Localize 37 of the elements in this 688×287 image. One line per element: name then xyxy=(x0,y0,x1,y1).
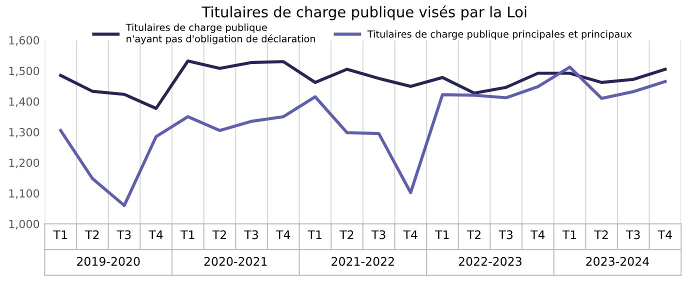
y-tick-label: 1,000 xyxy=(9,220,40,230)
y-tick-label: 1,300 xyxy=(9,128,40,138)
x-tick-label: T1 xyxy=(53,230,67,240)
y-tick-label: 1,500 xyxy=(9,66,40,76)
text: 2020-2021 xyxy=(204,256,267,266)
x-tick-label: T3 xyxy=(626,230,640,240)
x-tick-label: T2 xyxy=(466,230,480,240)
x-tick-label: T2 xyxy=(594,230,608,240)
x-tick-label: T2 xyxy=(85,230,99,240)
legend-label: Titulaires de charge publique principales et principaux xyxy=(367,30,632,40)
line-series xyxy=(59,66,667,208)
x-tick-label: T3 xyxy=(244,230,258,240)
y-tick-label: 1,100 xyxy=(9,189,40,199)
line-series xyxy=(59,59,667,110)
text: 2021-2022 xyxy=(332,256,394,266)
text: 2019-2020 xyxy=(77,256,140,266)
x-tick-label: T3 xyxy=(371,230,386,240)
text: 2023-2024 xyxy=(586,256,649,266)
x-tick-label: T4 xyxy=(148,230,163,240)
text: 2022-2023 xyxy=(458,256,522,266)
x-tick-label: T1 xyxy=(435,230,449,240)
y-tick-label: 1,400 xyxy=(9,97,40,107)
x-tick-label: T3 xyxy=(498,230,513,240)
x-tick-label: T4 xyxy=(403,230,418,240)
x-tick-label: T4 xyxy=(658,230,672,240)
x-tick-label: T3 xyxy=(116,230,131,240)
chart-title: Titulaires de charge publique visés par la Loi xyxy=(202,6,526,20)
x-tick-label: T4 xyxy=(530,230,545,240)
x-tick-label: T4 xyxy=(276,230,290,240)
x-tick-label: T1 xyxy=(308,230,322,240)
x-tick-label: T1 xyxy=(562,230,576,240)
legend-label: Titulaires de charge publique n'ayant pas d'obligation de déclaration xyxy=(126,24,316,44)
y-tick-label: 1,600 xyxy=(9,36,40,46)
y-tick-label: 1,200 xyxy=(9,158,40,168)
x-tick-label: T1 xyxy=(180,230,194,240)
x-tick-label: T2 xyxy=(340,230,354,240)
x-tick-label: T2 xyxy=(212,230,226,240)
